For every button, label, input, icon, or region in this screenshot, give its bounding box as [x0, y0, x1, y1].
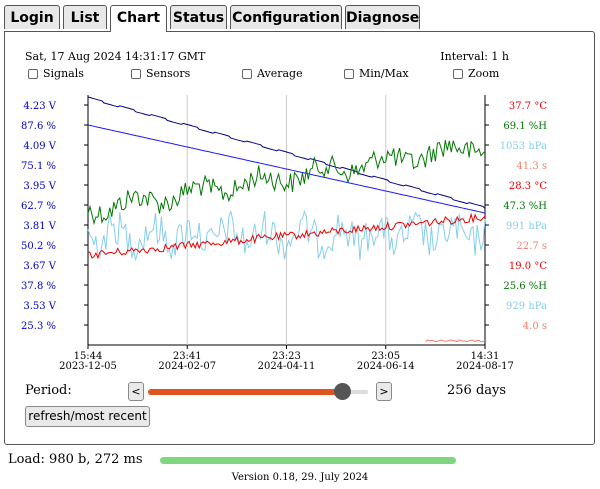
average-label: Average	[257, 67, 303, 80]
right-axis-label: 991 hPa	[506, 221, 547, 232]
chart-x-axis-labels: 15:442023-12-0523:412024-02-0723:232024-…	[59, 351, 514, 372]
right-axis-label: 929 hPa	[506, 301, 547, 312]
left-axis-label: 3.67 V	[23, 261, 56, 272]
left-axis-label: 87.6 %	[21, 121, 56, 132]
left-axis-label: 3.53 V	[23, 301, 56, 312]
interval-label: Interval: 1 h	[440, 50, 509, 63]
voltage-series-line	[87, 96, 486, 209]
right-axis-label: 69.1 %H	[503, 121, 547, 132]
x-tick-date: 2024-02-07	[158, 361, 216, 372]
tab-login[interactable]: Login	[4, 5, 60, 29]
right-axis-label: 22.7 s	[516, 241, 547, 252]
zoom-checkbox-box[interactable]	[453, 68, 463, 79]
duration-series-line	[425, 339, 486, 343]
x-tick-date: 2023-12-05	[59, 361, 117, 372]
left-axis-label: 25.3 %	[21, 321, 56, 332]
zoom-label: Zoom	[468, 67, 500, 80]
period-label: Period:	[25, 383, 72, 398]
pressure-series-line	[87, 209, 486, 261]
left-axis-label: 62.7 %	[21, 201, 56, 212]
period-slider-fill	[148, 389, 342, 395]
tab-diagnose[interactable]: Diagnose	[345, 5, 420, 29]
chart-panel	[4, 31, 595, 445]
right-axis-label: 4.0 s	[523, 321, 547, 332]
current-datetime: Sat, 17 Aug 2024 14:31:17 GMT	[25, 50, 206, 63]
tab-configuration[interactable]: Configuration	[230, 5, 342, 29]
x-tick-date: 2024-06-14	[357, 361, 415, 372]
load-progress-fill	[160, 457, 456, 464]
right-axis-label: 47.3 %H	[503, 201, 547, 212]
right-axis-label: 25.6 %H	[503, 281, 547, 292]
right-axis-label: 28.3 °C	[509, 181, 547, 192]
right-axis-label: 37.7 °C	[509, 101, 547, 112]
x-tick-time: 14:31	[471, 351, 500, 362]
load-progress-bar	[160, 457, 456, 464]
right-axis-label: 19.0 °C	[509, 261, 547, 272]
chart-axis-labels: 4.23 V 87.6 % 4.09 V 75.1 % 3.95 V 62.7 % 3.81…	[21, 101, 547, 332]
x-tick-time: 23:23	[272, 351, 301, 362]
load-status: Load: 980 b, 272 ms	[8, 452, 143, 467]
version-label: Version 0.18, 29. July 2024	[231, 472, 369, 483]
sensors-checkbox[interactable]: Sensors	[131, 67, 190, 80]
left-axis-label: 4.23 V	[23, 101, 56, 112]
x-tick-time: 23:41	[173, 351, 202, 362]
tab-list[interactable]: List	[63, 5, 107, 29]
temperature-series-line	[87, 212, 486, 260]
battery-percent-series-line	[87, 124, 486, 214]
sensors-label: Sensors	[146, 67, 191, 80]
left-axis-label: 3.95 V	[23, 181, 56, 192]
x-tick-time: 23:05	[371, 351, 400, 362]
minmax-checkbox[interactable]: Min/Max	[344, 67, 409, 80]
period-slider[interactable]	[148, 383, 372, 400]
left-axis-label: 75.1 %	[21, 161, 56, 172]
x-tick-time: 15:44	[74, 351, 103, 362]
zoom-checkbox[interactable]: Zoom	[453, 67, 499, 80]
humidity-series-line	[87, 140, 486, 226]
left-axis-label: 3.81 V	[23, 221, 56, 232]
signals-checkbox[interactable]: Signals	[28, 67, 84, 80]
refresh-button[interactable]: refresh/most recent	[25, 406, 150, 427]
left-axis-label: 4.09 V	[23, 141, 56, 152]
tab-status[interactable]: Status	[170, 5, 227, 29]
sensors-checkbox-box[interactable]	[131, 68, 141, 79]
signals-checkbox-box[interactable]	[28, 68, 38, 79]
signals-label: Signals	[43, 67, 84, 80]
tab-chart[interactable]: Chart	[110, 5, 167, 32]
right-axis-label: 41.3 s	[516, 161, 547, 172]
average-checkbox[interactable]: Average	[242, 67, 303, 80]
period-decrease-button[interactable]: <	[128, 382, 144, 401]
x-tick-date: 2024-04-11	[258, 361, 316, 372]
minmax-checkbox-box[interactable]	[344, 68, 354, 79]
average-checkbox-box[interactable]	[242, 68, 252, 79]
period-value: 256 days	[447, 383, 507, 398]
x-tick-date: 2024-08-17	[456, 361, 514, 372]
minmax-label: Min/Max	[359, 67, 409, 80]
chart-series	[87, 96, 486, 343]
right-axis-label: 1053 hPa	[500, 141, 547, 152]
left-axis-label: 37.8 %	[21, 281, 56, 292]
left-axis-label: 50.2 %	[21, 241, 56, 252]
period-increase-button[interactable]: >	[376, 382, 392, 401]
line-chart: 4.23 V 87.6 % 4.09 V 75.1 % 3.95 V 62.7 % 3.81…	[21, 95, 547, 372]
period-slider-thumb[interactable]	[333, 383, 351, 400]
